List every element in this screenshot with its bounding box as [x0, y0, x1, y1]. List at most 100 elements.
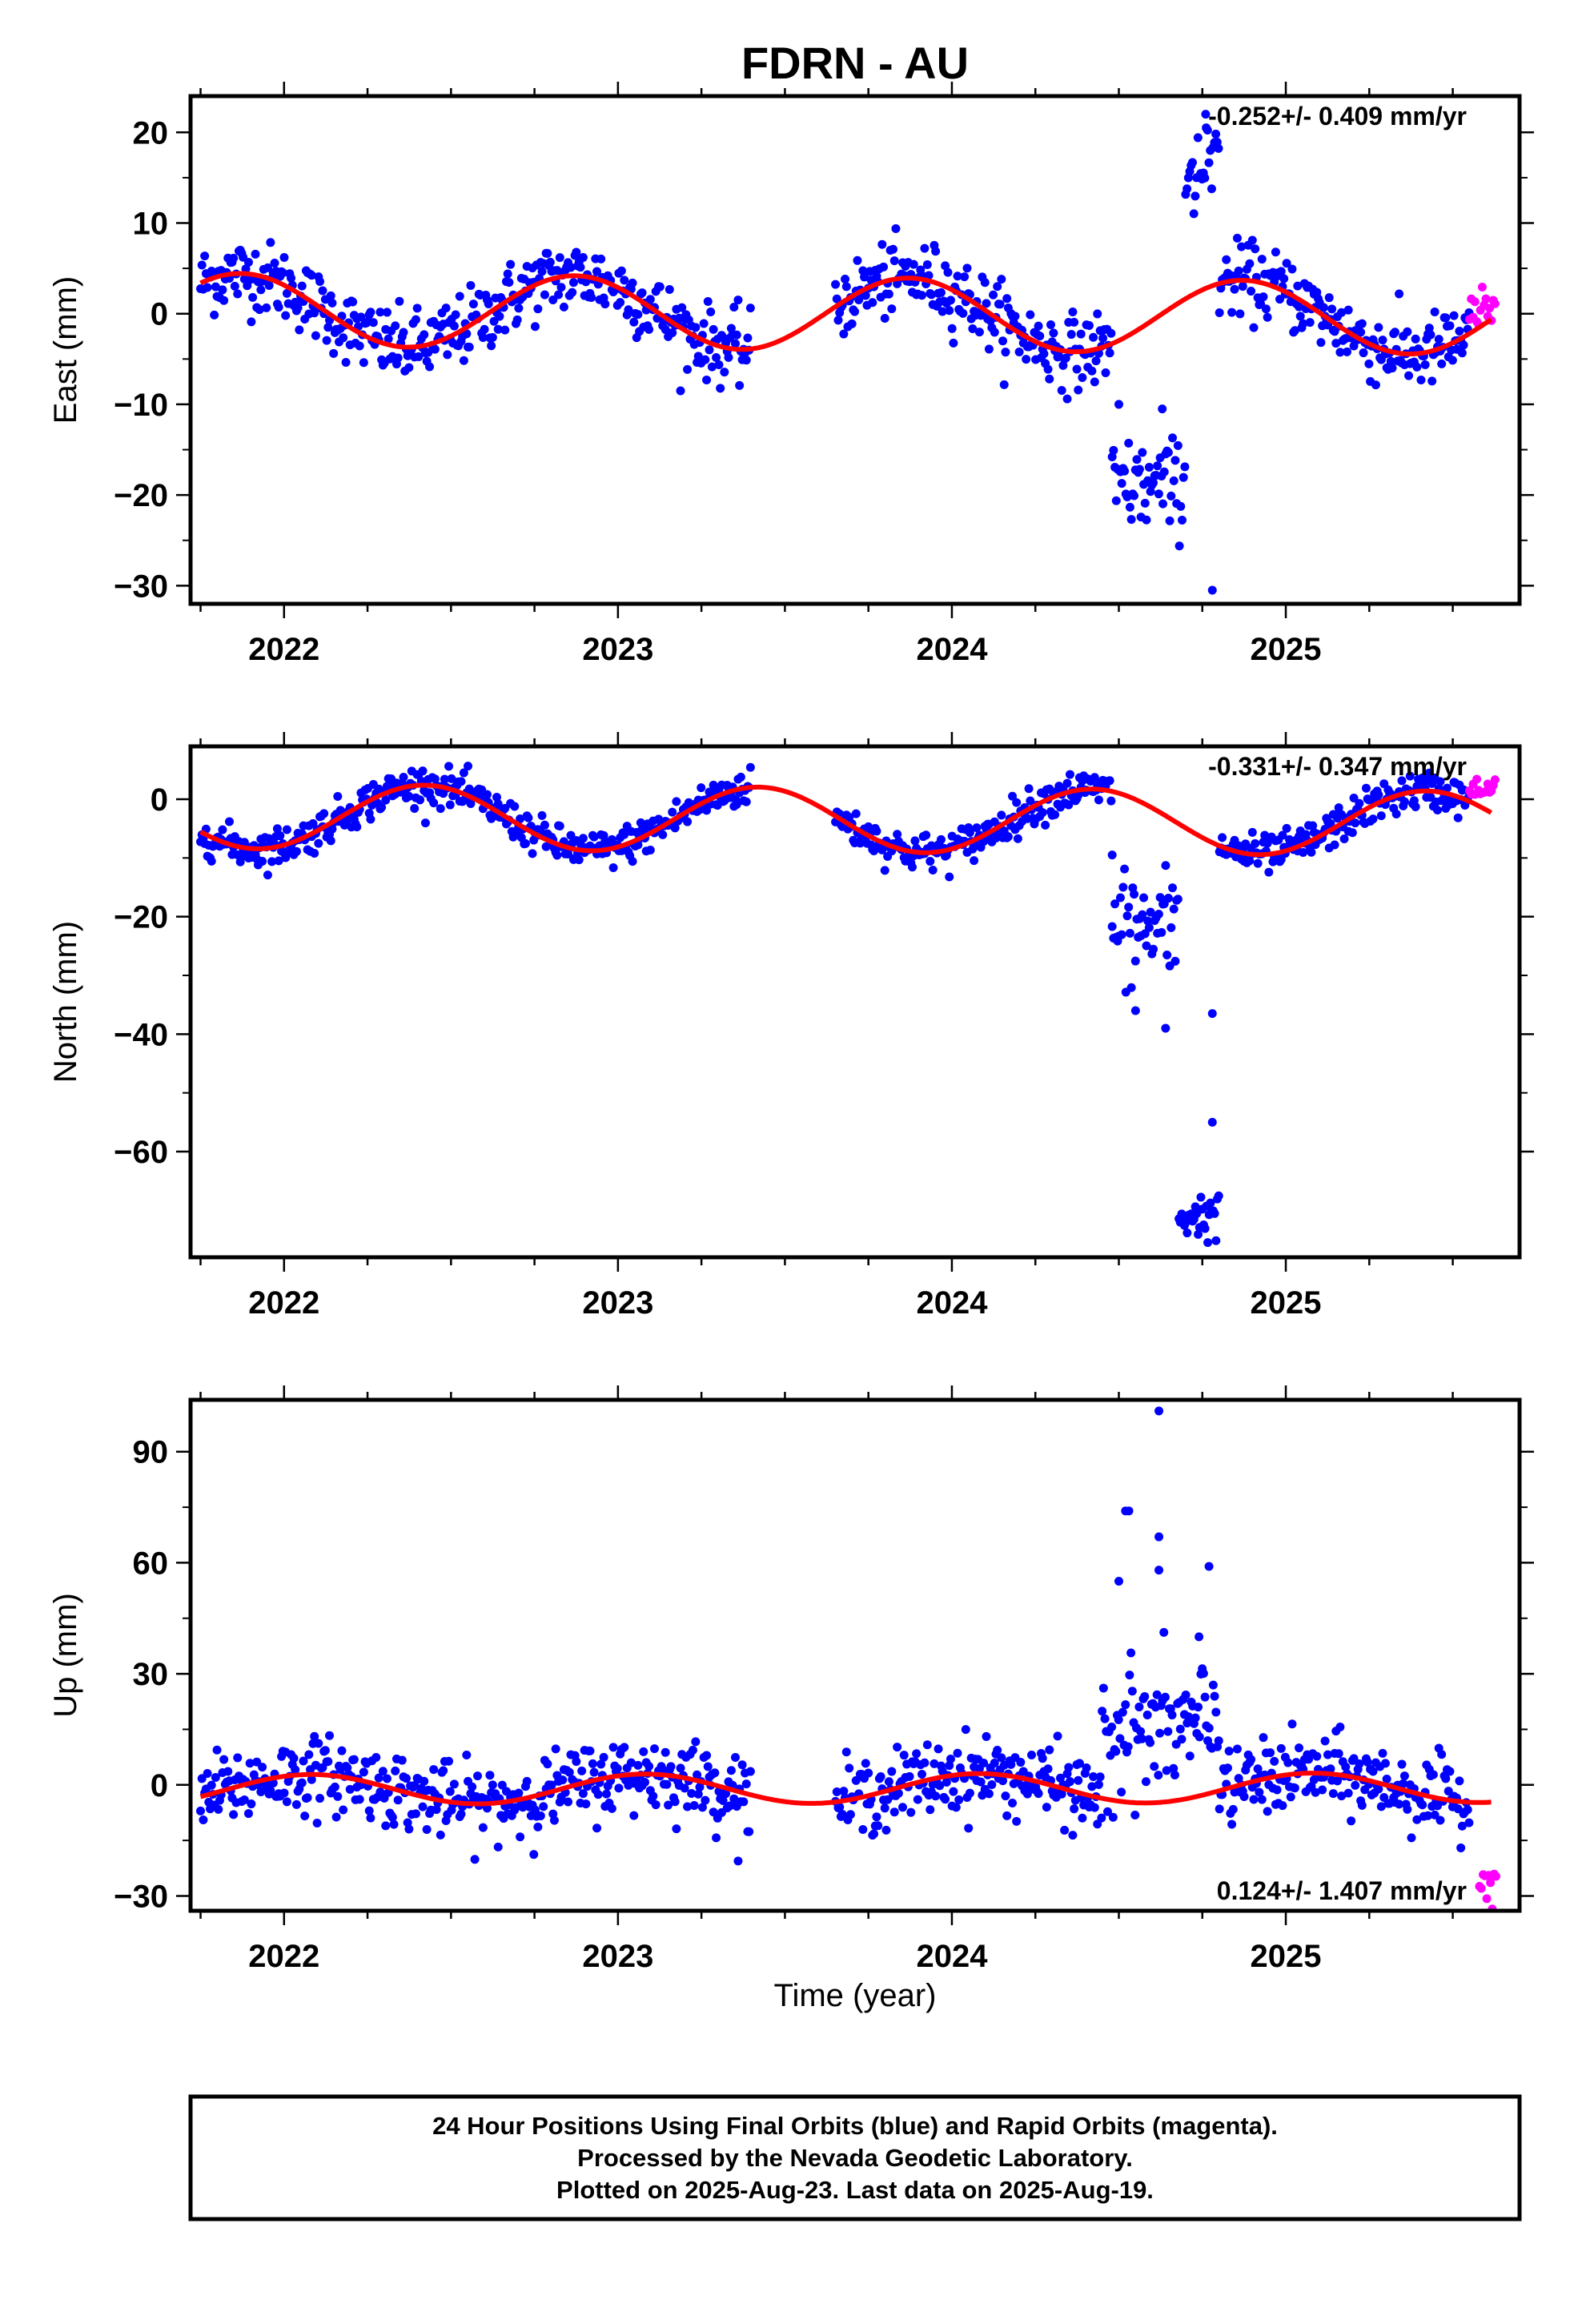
data-point	[252, 1757, 262, 1767]
data-point	[1173, 440, 1182, 450]
x-tick-label: 2022	[248, 1939, 319, 1974]
y-tick-label: −40	[114, 1017, 168, 1052]
data-point	[676, 386, 685, 396]
data-point	[389, 1819, 399, 1829]
data-point	[404, 1824, 414, 1834]
data-point	[1403, 327, 1412, 336]
data-point	[1115, 1734, 1125, 1743]
data-point	[382, 1774, 391, 1783]
data-point	[853, 255, 862, 265]
data-point	[600, 300, 610, 309]
data-point	[436, 804, 445, 814]
data-point	[1091, 356, 1101, 366]
data-point	[1003, 832, 1013, 842]
data-point	[1057, 1789, 1066, 1799]
north-model-curve	[199, 782, 1493, 858]
data-point	[831, 279, 841, 289]
x-tick-label: 2022	[248, 632, 319, 667]
data-point	[540, 290, 549, 300]
data-point	[359, 1767, 368, 1777]
data-point	[879, 262, 889, 271]
data-point	[382, 308, 391, 317]
outlier-point	[1207, 1117, 1217, 1127]
data-point	[1282, 259, 1291, 268]
east-plot-area	[196, 110, 1500, 595]
data-point	[833, 316, 843, 325]
data-point	[697, 783, 706, 793]
data-point	[1074, 790, 1083, 800]
data-point	[990, 1758, 999, 1767]
footer-line-3: Plotted on 2025-Aug-23. Last data on 202…	[556, 2176, 1154, 2204]
outlier-point	[1161, 1023, 1170, 1033]
data-point	[1237, 242, 1247, 251]
data-point	[1390, 328, 1399, 337]
data-point	[930, 1759, 939, 1768]
data-point	[1155, 1728, 1165, 1738]
data-point	[1264, 867, 1274, 877]
data-point	[439, 1766, 448, 1775]
outlier-point	[1154, 1532, 1164, 1542]
data-point	[1169, 904, 1178, 914]
data-point	[1282, 823, 1291, 833]
data-point	[962, 263, 972, 273]
data-point	[936, 287, 946, 297]
data-point	[1386, 356, 1395, 366]
footer-box: 24 Hour Positions Using Final Orbits (bl…	[188, 2094, 1522, 2221]
data-point	[873, 1821, 883, 1831]
data-point	[993, 282, 1002, 292]
data-point	[255, 305, 264, 315]
data-point	[938, 307, 947, 316]
data-point	[247, 1799, 256, 1809]
data-point	[528, 849, 537, 858]
up-model-curve	[199, 1771, 1492, 1807]
rapid-point	[1481, 294, 1491, 304]
data-point	[668, 328, 677, 338]
data-point	[488, 332, 497, 342]
data-point	[1195, 1732, 1204, 1742]
data-point	[323, 323, 333, 332]
outlier-point	[1207, 1009, 1217, 1019]
data-point	[530, 322, 540, 332]
y-tick-label: −30	[114, 1880, 168, 1915]
data-point	[1295, 312, 1305, 321]
data-point	[832, 1787, 841, 1796]
data-point	[278, 268, 287, 278]
data-point	[381, 1821, 391, 1831]
data-point	[314, 1739, 323, 1748]
outlier-point	[1204, 1562, 1214, 1571]
data-point	[612, 1763, 622, 1773]
data-point	[293, 303, 303, 312]
data-point	[1064, 1763, 1074, 1772]
data-point	[1196, 1192, 1206, 1202]
data-point	[264, 280, 274, 290]
data-point	[459, 768, 468, 778]
data-point	[1312, 1751, 1322, 1761]
data-point	[741, 797, 751, 806]
rapid-point	[1476, 1884, 1486, 1893]
data-point	[578, 1789, 588, 1799]
data-point	[495, 312, 504, 321]
data-point	[556, 283, 566, 292]
data-point	[1200, 1224, 1210, 1233]
data-point	[1142, 1711, 1152, 1720]
north-final-points	[196, 762, 1474, 1248]
data-point	[1223, 1763, 1232, 1773]
data-point	[733, 296, 743, 305]
data-point	[1045, 374, 1054, 384]
data-point	[912, 1749, 921, 1759]
north-frame	[188, 744, 1522, 1260]
data-point	[568, 278, 578, 287]
data-point	[910, 836, 920, 846]
x-tick-label: 2025	[1251, 1939, 1322, 1974]
data-point	[470, 1855, 480, 1864]
data-point	[741, 356, 751, 365]
data-point	[310, 1731, 319, 1741]
data-point	[677, 303, 687, 312]
data-point	[633, 1760, 643, 1770]
data-point	[1174, 541, 1184, 551]
data-point	[1411, 334, 1420, 344]
data-point	[616, 298, 625, 308]
data-point	[497, 1780, 507, 1790]
outlier-point	[1107, 850, 1117, 860]
data-point	[1247, 235, 1257, 245]
